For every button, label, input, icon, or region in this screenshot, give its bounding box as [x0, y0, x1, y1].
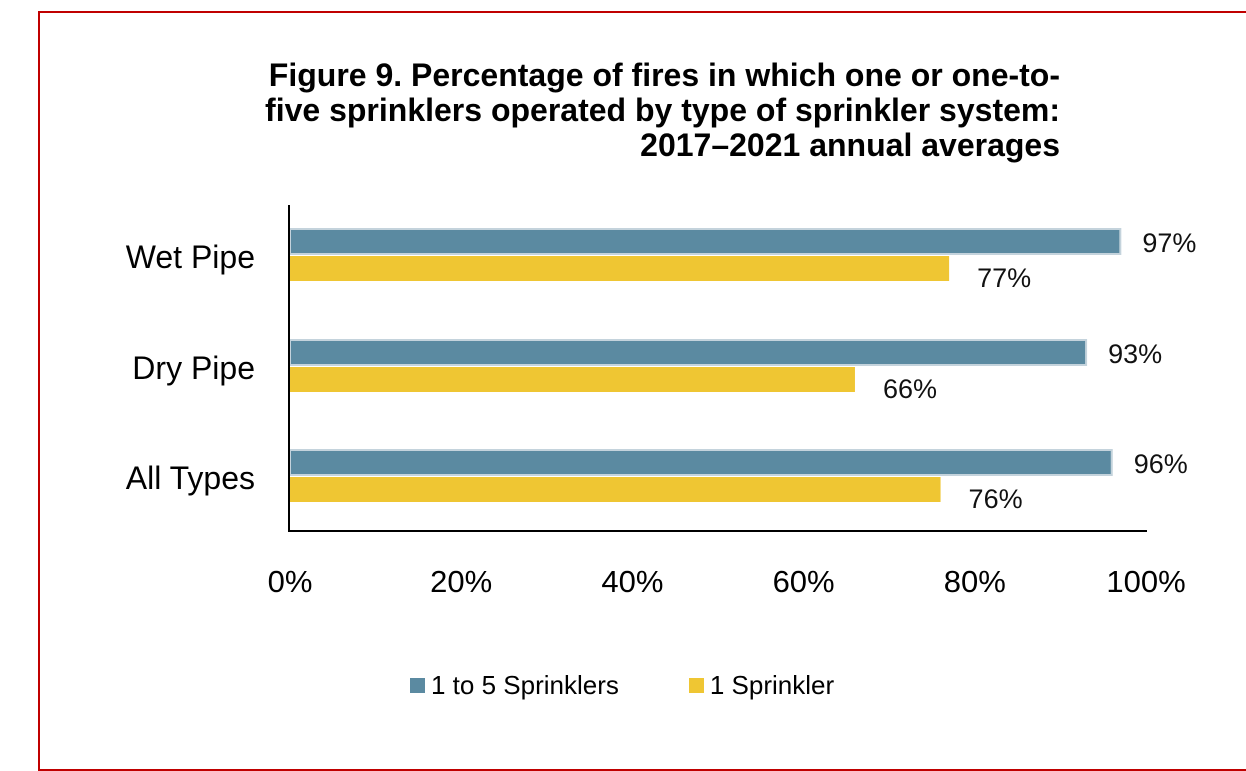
x-tick-label-60: 60%	[773, 564, 835, 599]
x-tick-label-40: 40%	[601, 564, 663, 599]
x-tick-label-100: 100%	[1106, 564, 1185, 599]
legend-item-1-to-5-sprinklers: 1 to 5 Sprinklers	[410, 670, 619, 701]
data-label-all-types-1-to-5-sprinklers: 96%	[1134, 449, 1188, 479]
legend-swatch-1-sprinkler	[688, 677, 704, 693]
data-label-wet-pipe-1-to-5-sprinklers: 97%	[1142, 228, 1196, 258]
bar-all-types-1-to-5-sprinklers	[289, 449, 1113, 476]
bar-all-types-1-sprinkler	[290, 477, 941, 502]
bar-chart-plot: Wet Pipe 97% 77% Dry Pipe 93% 66% All Types 96%…	[126, 205, 1197, 599]
x-tick-label-0: 0%	[268, 564, 313, 599]
labels-layer: Wet Pipe 97% 77% Dry Pipe 93% 66% All Types 96%…	[126, 228, 1197, 599]
legend-label-1-to-5-sprinklers: 1 to 5 Sprinklers	[431, 669, 619, 700]
bar-dry-pipe-1-sprinkler	[290, 367, 855, 392]
x-tick-label-80: 80%	[944, 564, 1006, 599]
bar-wet-pipe-1-sprinkler	[290, 256, 950, 281]
chart-title: Figure 9. Percentage of fires in which o…	[265, 57, 1060, 163]
category-label-dry-pipe: Dry Pipe	[132, 350, 255, 386]
category-label-all-types: All Types	[126, 460, 255, 496]
legend-label-1-sprinkler: 1 Sprinkler	[709, 669, 835, 700]
x-tick-label-20: 20%	[430, 564, 492, 599]
legend: 1 to 5 Sprinklers 1 Sprinkler	[410, 668, 904, 702]
legend-swatch-1-to-5-sprinklers	[410, 677, 425, 693]
data-label-all-types-1-sprinkler: 76%	[969, 484, 1023, 514]
data-label-wet-pipe-1-sprinkler: 77%	[977, 263, 1031, 293]
bar-wet-pipe-1-to-5-sprinklers	[289, 228, 1122, 255]
legend-item-1-sprinkler: 1 Sprinkler	[688, 669, 835, 701]
bar-dry-pipe-1-to-5-sprinklers	[289, 339, 1088, 366]
data-label-dry-pipe-1-sprinkler: 66%	[883, 374, 937, 404]
category-label-wet-pipe: Wet Pipe	[126, 239, 255, 275]
data-label-dry-pipe-1-to-5-sprinklers: 93%	[1108, 339, 1162, 369]
